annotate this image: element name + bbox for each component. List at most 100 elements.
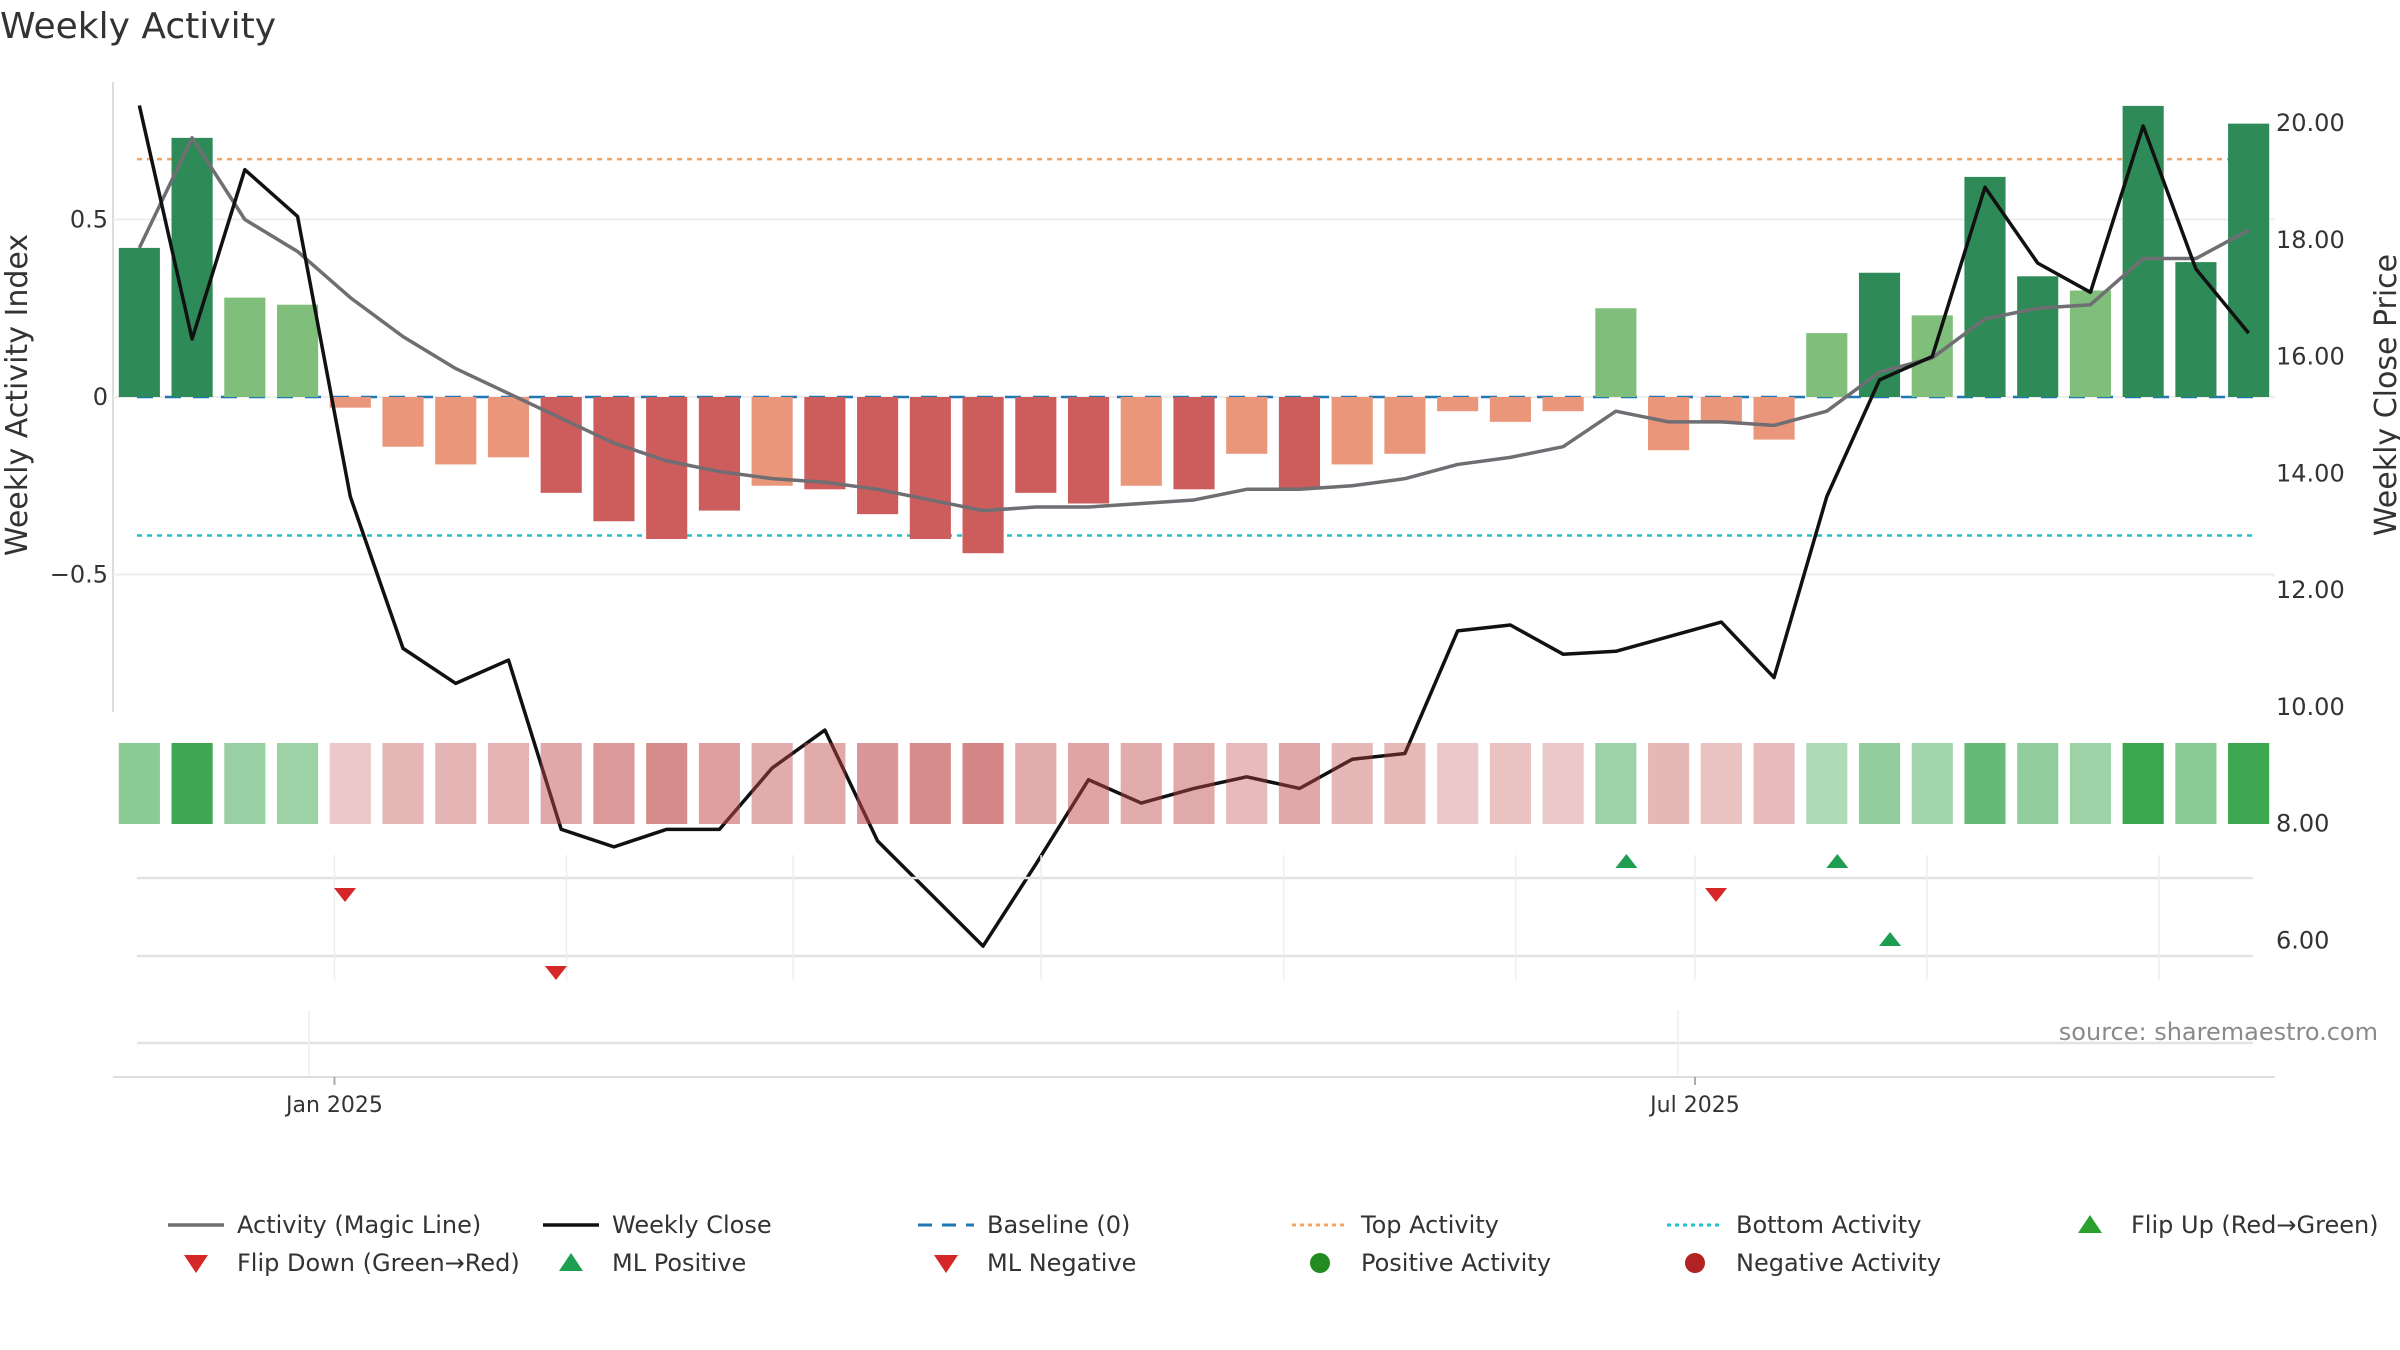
activity-bar	[646, 397, 688, 539]
heat-cell	[804, 743, 846, 824]
activity-bar	[1858, 272, 1901, 397]
activity-bar	[1700, 397, 1742, 422]
heat-cell	[540, 743, 582, 824]
x-axis: Jan 2025 Jul 2025	[284, 1077, 1740, 1118]
flip-down-marker	[334, 888, 357, 902]
activity-bar	[2122, 105, 2164, 398]
legend-label: Flip Up (Red→Green)	[2131, 1211, 2379, 1239]
activity-bar	[962, 397, 1004, 554]
y2-tick-label: 6.00	[2276, 926, 2329, 954]
legend-label: Bottom Activity	[1736, 1211, 1921, 1239]
heat-cell	[2228, 743, 2270, 824]
heat-cell	[698, 743, 740, 824]
heat-cell	[593, 743, 635, 824]
legend: Activity (Magic Line) Weekly Close Baselin…	[168, 1211, 2379, 1277]
heat-cell	[2122, 743, 2164, 824]
reference-lines	[137, 157, 2253, 537]
chart-title: Weekly Activity	[0, 6, 276, 47]
y-axis-title: Weekly Activity Index	[0, 234, 35, 556]
heat-cell	[1489, 743, 1531, 824]
y2-tick-label: 10.00	[2276, 693, 2345, 721]
y-tick-label: 0.5	[70, 206, 108, 234]
legend-label: Activity (Magic Line)	[237, 1211, 481, 1239]
heat-cell	[1753, 743, 1795, 824]
heat-cell	[1331, 743, 1373, 824]
heat-cell	[1700, 743, 1742, 824]
y2-tick-label: 8.00	[2276, 810, 2329, 838]
heat-cell	[1911, 743, 1953, 824]
heat-cell	[646, 743, 688, 824]
heat-cell	[1858, 743, 1901, 824]
activity-bar	[2069, 290, 2112, 397]
heat-cell	[487, 743, 530, 824]
activity-bar	[804, 397, 846, 490]
heat-cell	[1384, 743, 1426, 824]
x-tick-label: Jul 2025	[1648, 1093, 1740, 1118]
legend-label: Baseline (0)	[987, 1211, 1130, 1239]
heat-cell	[1542, 743, 1584, 824]
activity-bar	[1067, 397, 1110, 504]
heat-cell	[329, 743, 371, 824]
legend-swatch	[1685, 1253, 1705, 1273]
legend-label: Flip Down (Green→Red)	[237, 1249, 520, 1277]
y2-tick-label: 20.00	[2276, 109, 2345, 137]
activity-bar	[1437, 397, 1479, 412]
activity-bar	[698, 397, 740, 511]
activity-bar	[329, 397, 371, 408]
series-lines	[137, 105, 2250, 948]
heat-cell	[1278, 743, 1321, 824]
y-tick-label: −0.5	[50, 561, 108, 589]
y2-tick-label: 18.00	[2276, 226, 2345, 254]
activity-bar	[1226, 397, 1268, 454]
activity-bar	[1120, 397, 1162, 486]
heat-cell	[2017, 743, 2059, 824]
activity-bar	[593, 397, 635, 522]
activity-bar	[857, 397, 899, 515]
legend-swatch	[559, 1253, 583, 1271]
heat-cell	[1964, 743, 2006, 824]
heat-cell	[1595, 743, 1637, 824]
activity-bars	[118, 105, 2270, 554]
legend-label: Top Activity	[1360, 1211, 1499, 1239]
heat-cell	[2069, 743, 2112, 824]
heat-cell	[857, 743, 899, 824]
flip-down-marker	[544, 966, 567, 980]
activity-bar	[2017, 276, 2059, 397]
activity-bar	[1753, 397, 1795, 440]
legend-label: Positive Activity	[1361, 1249, 1551, 1277]
legend-label: Weekly Close	[612, 1211, 772, 1239]
flip-up-marker	[1826, 854, 1849, 868]
heat-cell	[171, 743, 213, 824]
heat-cell	[1067, 743, 1110, 824]
activity-bar	[1542, 397, 1584, 412]
activity-bar	[1278, 397, 1321, 490]
heat-strip	[118, 743, 2270, 824]
activity-bar	[224, 297, 266, 397]
heat-cell	[276, 743, 319, 824]
heat-cell	[1806, 743, 1848, 824]
heat-cell	[118, 743, 160, 824]
heat-cell	[1648, 743, 1690, 824]
weekly-close-line	[137, 105, 2250, 948]
heat-cell	[751, 743, 793, 824]
heat-cell	[1173, 743, 1215, 824]
y2-axis-title: Weekly Close Price	[2369, 254, 2400, 536]
activity-bar	[171, 137, 213, 397]
activity-bar	[1489, 397, 1531, 422]
activity-bar	[435, 397, 477, 465]
activity-bar	[118, 247, 160, 397]
activity-bar	[909, 397, 951, 539]
activity-bar	[1384, 397, 1426, 454]
flip-up-marker	[1615, 854, 1638, 868]
x-tick-label: Jan 2025	[284, 1093, 383, 1118]
activity-bar	[382, 397, 424, 447]
y2-tick-label: 14.00	[2276, 459, 2345, 487]
legend-label: ML Positive	[612, 1249, 746, 1277]
activity-bar	[1331, 397, 1373, 465]
heat-cell	[1015, 743, 1057, 824]
y-axis-right: 20.00 18.00 16.00 14.00 12.00 10.00 8.00 6.00	[2276, 109, 2345, 954]
activity-bar	[2175, 262, 2217, 397]
activity-bar	[1648, 397, 1690, 451]
heat-cell	[962, 743, 1004, 824]
